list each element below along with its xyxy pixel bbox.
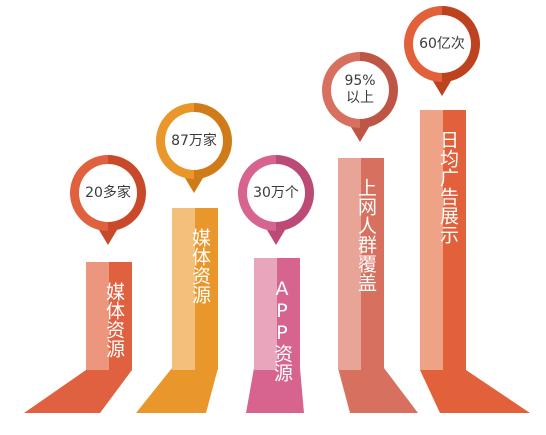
ribbon-4: [420, 370, 530, 413]
pin-value-1: 87万家: [171, 132, 217, 149]
column-label-3: 上网人群覆盖: [355, 178, 377, 292]
column-label-1: 媒体资源: [189, 228, 211, 304]
pin-value-4: 60亿次: [419, 35, 465, 52]
column-left-0: [86, 262, 109, 370]
pin-value-0: 20多家: [85, 184, 131, 201]
column-label-4: 日均广告展示: [437, 130, 459, 244]
pin-center-3: [331, 61, 389, 119]
column-right-4: [443, 110, 466, 370]
pin-center-4: [413, 15, 471, 73]
column-right-3: [361, 158, 384, 370]
ribbon-2: [246, 368, 304, 413]
pin-center-0: [79, 164, 137, 222]
pin-value-2: 30万个: [253, 184, 299, 201]
column-right-2: [277, 258, 300, 370]
pins-layer: [70, 6, 480, 245]
ribbon-0: [24, 370, 132, 413]
pin-value-3: 95% 以上: [344, 73, 376, 106]
column-left-2: [254, 258, 277, 370]
ribbon-1: [136, 368, 218, 413]
ribbon-3: [338, 368, 418, 413]
column-left-3: [338, 158, 361, 370]
column-right-0: [109, 262, 132, 370]
pin-center-2: [247, 164, 305, 222]
column-left-1: [172, 208, 195, 370]
columns-layer: [86, 110, 466, 370]
column-label-0: 媒体资源: [103, 282, 125, 358]
column-left-4: [420, 110, 443, 370]
ribbons-layer: [24, 368, 530, 413]
pin-center-1: [165, 112, 223, 170]
column-right-1: [195, 208, 218, 370]
column-label-2: APP资源: [271, 278, 293, 382]
